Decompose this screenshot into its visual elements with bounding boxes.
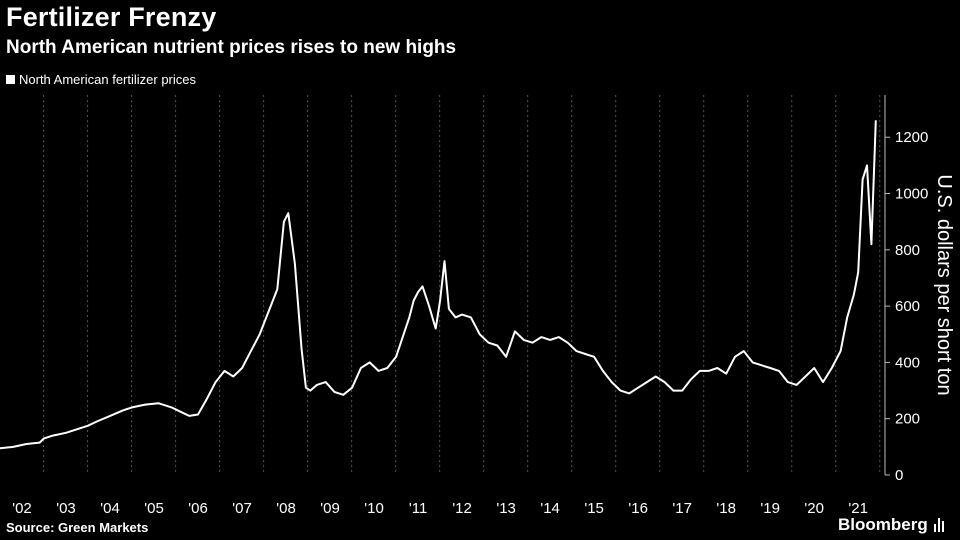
x-tick-label: '20 [804,500,824,517]
y-tick-label: 0 [895,467,903,484]
x-tick-label: '04 [100,500,120,517]
source-note: Source: Green Markets [6,520,149,535]
legend-label: North American fertilizer prices [19,72,196,87]
x-tick-label: '15 [584,500,604,517]
y-tick-label: 1000 [895,186,928,203]
x-tick-label: '16 [628,500,648,517]
series-line [0,120,877,450]
y-tick-label: 200 [895,411,920,428]
x-tick-label: '07 [232,500,252,517]
chart-subtitle: North American nutrient prices rises to … [6,37,457,58]
x-tick-label: '17 [672,500,692,517]
x-tick-label: '19 [760,500,780,517]
brand-mark-icon [933,518,944,532]
x-tick-label: '06 [188,500,208,517]
y-tick-label: 400 [895,354,920,371]
y-axis-title: U.S. dollars per short ton [933,174,955,395]
x-tick-label: '18 [716,500,736,517]
x-tick-label: '10 [364,500,384,517]
y-tick-label: 800 [895,242,920,259]
y-tick-label: 600 [895,298,920,315]
legend-swatch [6,75,15,84]
chart-title: Fertilizer Frenzy [6,2,217,32]
x-tick-label: '03 [56,500,76,517]
brand-logo: Bloomberg [838,515,944,535]
x-tick-label: '02 [12,500,32,517]
x-tick-label: '13 [496,500,516,517]
brand-name: Bloomberg [838,515,928,534]
x-tick-label: '09 [320,500,340,517]
x-tick-label: '21 [848,500,868,517]
x-tick-label: '14 [540,500,560,517]
x-tick-label: '08 [276,500,296,517]
legend: North American fertilizer prices [6,72,196,87]
x-tick-label: '12 [452,500,472,517]
x-tick-label: '05 [144,500,164,517]
y-tick-label: 1200 [895,129,928,146]
x-tick-label: '11 [409,500,427,517]
